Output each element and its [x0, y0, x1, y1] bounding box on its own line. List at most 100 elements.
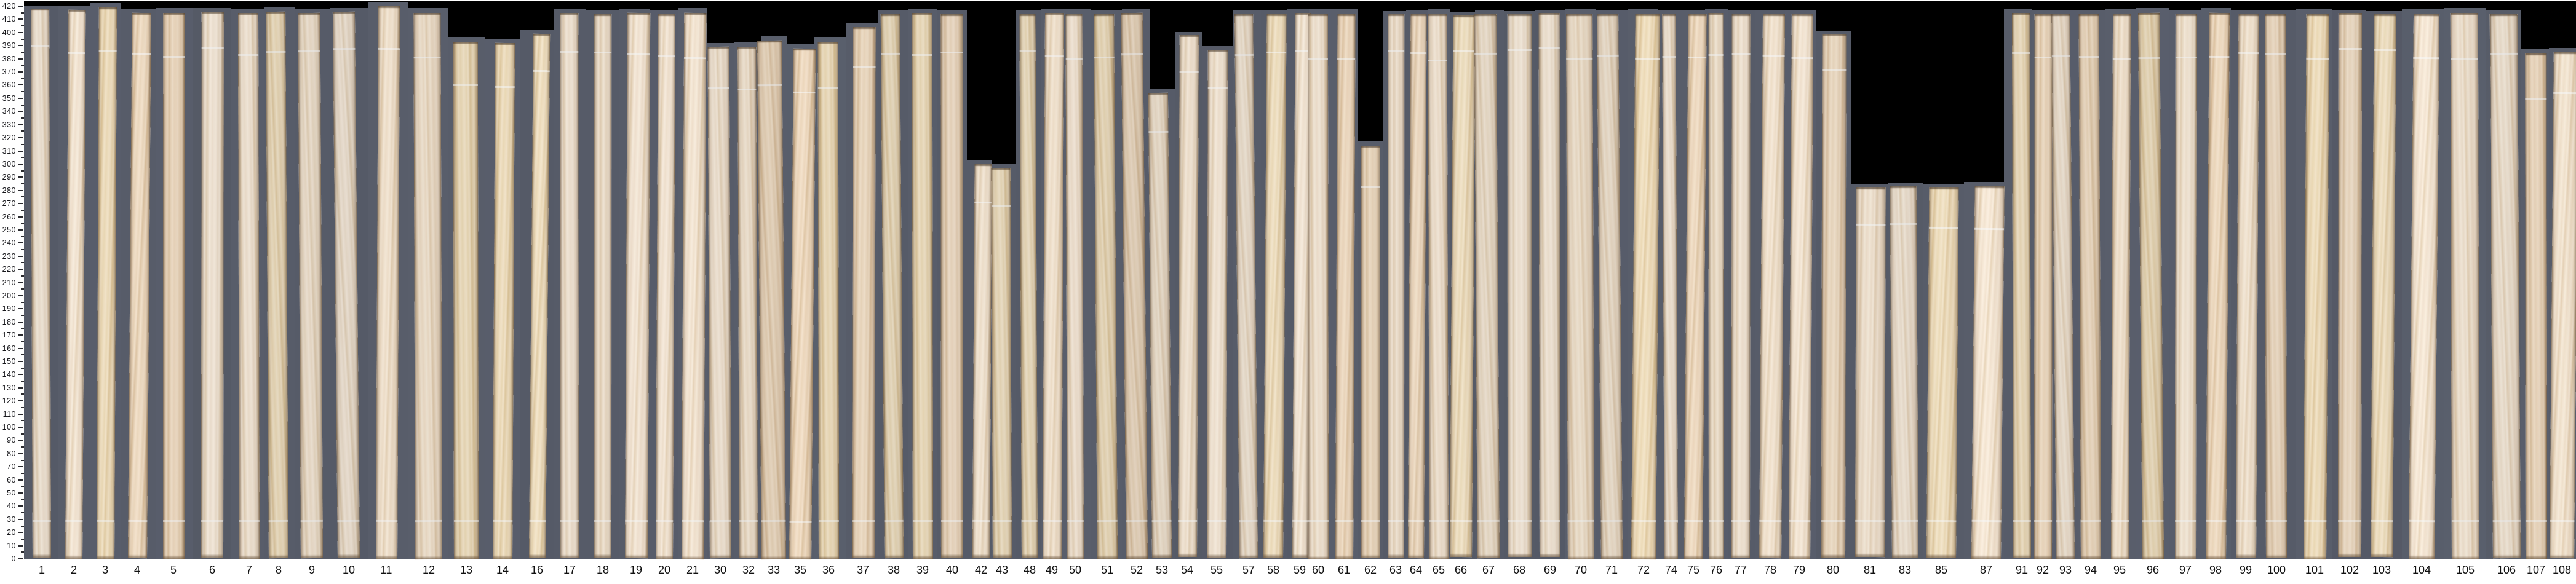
marker-line-bottom: [2056, 519, 2075, 522]
marker-line-top: [1974, 227, 2005, 231]
marker-line-bottom: [1684, 519, 1703, 522]
x-tick-label: 105: [2455, 564, 2475, 576]
marker-line-top: [2490, 52, 2518, 55]
marker-line-bottom: [761, 519, 786, 522]
plank-bar: [413, 12, 442, 559]
y-tick-label: 350: [2, 93, 16, 103]
x-tick-label: 58: [1266, 564, 1280, 576]
marker-line-top: [2451, 57, 2479, 60]
x-tick-label: 101: [2305, 564, 2324, 576]
marker-line-top: [1337, 57, 1356, 60]
x-tick-label: 91: [2015, 564, 2029, 576]
marker-line-bottom: [992, 520, 1012, 523]
marker-line-top: [1662, 55, 1676, 58]
marker-line-bottom: [2525, 520, 2547, 523]
plank-bar: [2236, 14, 2259, 558]
y-major-tick: [18, 84, 23, 86]
y-tick-label: 330: [2, 120, 16, 129]
y-tick-label: 400: [2, 28, 16, 37]
y-major-tick: [18, 360, 23, 362]
x-tick-label: 13: [459, 564, 473, 576]
x-tick-label: 55: [1210, 564, 1223, 576]
x-tick-label: 4: [133, 564, 140, 576]
y-tick-label: 300: [2, 159, 16, 168]
marker-line-bottom: [2338, 519, 2362, 522]
x-tick-label: 79: [1792, 564, 1806, 576]
marker-line-top: [912, 53, 932, 56]
y-minor-tick: [21, 354, 24, 356]
y-minor-tick: [21, 315, 24, 316]
x-tick-label: 64: [1409, 564, 1423, 576]
x-tick-label: 38: [887, 564, 900, 576]
plank-bar: [1789, 14, 1813, 559]
x-tick-label: 59: [1293, 564, 1306, 576]
y-major-tick: [18, 137, 23, 138]
plank-bar: [1662, 14, 1678, 559]
marker-line-top: [974, 201, 992, 203]
marker-line-bottom: [2550, 519, 2575, 523]
marker-line-top: [1791, 57, 1813, 59]
x-tick-label: 9: [308, 564, 315, 576]
marker-line-bottom: [529, 519, 546, 523]
y-minor-tick: [21, 143, 24, 145]
y-major-tick: [18, 31, 23, 33]
y-minor-tick: [21, 249, 24, 250]
y-minor-tick: [21, 301, 24, 303]
y-major-tick: [18, 479, 23, 481]
x-tick-label: 8: [275, 564, 282, 576]
x-tick-label: 76: [1709, 564, 1723, 576]
marker-line-bottom: [1759, 519, 1782, 522]
y-minor-tick: [21, 170, 24, 172]
marker-line-bottom: [1361, 519, 1380, 522]
y-tick-label: 210: [2, 278, 16, 287]
plank-bar: [1566, 14, 1594, 559]
y-major-tick: [18, 203, 23, 205]
marker-line-top: [2265, 52, 2286, 55]
marker-line-top: [1856, 224, 1886, 226]
x-tick-label: 92: [2036, 564, 2049, 576]
marker-line-bottom: [1539, 519, 1560, 522]
marker-line-top: [2374, 49, 2396, 51]
y-tick-label: 110: [2, 409, 16, 419]
marker-line-top: [1635, 57, 1660, 60]
x-tick-label: 52: [1130, 564, 1143, 576]
marker-line-bottom: [739, 520, 758, 523]
y-minor-tick: [21, 328, 24, 329]
y-minor-tick: [21, 446, 24, 448]
y-tick-label: 100: [2, 423, 16, 432]
marker-line-bottom: [2492, 519, 2521, 522]
x-tick-label: 43: [995, 564, 1009, 576]
x-tick-label: 77: [1734, 564, 1747, 576]
y-minor-tick: [21, 486, 24, 487]
y-major-tick: [18, 176, 23, 178]
plank-bar: [656, 14, 676, 559]
marker-line-top: [817, 86, 838, 89]
marker-line-top: [991, 205, 1011, 208]
marker-line-top: [378, 47, 400, 50]
y-tick-label: 250: [2, 225, 16, 234]
y-major-tick: [18, 427, 23, 428]
marker-line-top: [31, 45, 50, 48]
x-tick-label: 37: [856, 564, 870, 576]
y-minor-tick: [21, 551, 24, 553]
y-tick-label: 130: [2, 383, 16, 392]
plank-bar: [1631, 14, 1660, 559]
marker-line-top: [132, 52, 151, 55]
marker-line-bottom: [1731, 519, 1751, 522]
y-tick-label: 30: [7, 515, 16, 524]
plank-bar: [2175, 14, 2197, 559]
marker-line-bottom: [1067, 519, 1084, 522]
marker-line-top: [1822, 69, 1847, 72]
plank-bar: [707, 47, 731, 559]
y-tick-label: 90: [7, 436, 16, 445]
marker-line-top: [1266, 51, 1287, 53]
marker-line-bottom: [656, 519, 674, 522]
x-tick-label: 39: [916, 564, 929, 576]
marker-line-bottom: [300, 519, 323, 522]
plank-bar: [1408, 14, 1427, 558]
plank-bar: [1821, 33, 1847, 558]
marker-line-top: [2306, 57, 2329, 60]
marker-line-bottom: [1891, 520, 1918, 523]
x-tick-label: 98: [2209, 564, 2222, 576]
y-major-tick: [18, 216, 23, 218]
